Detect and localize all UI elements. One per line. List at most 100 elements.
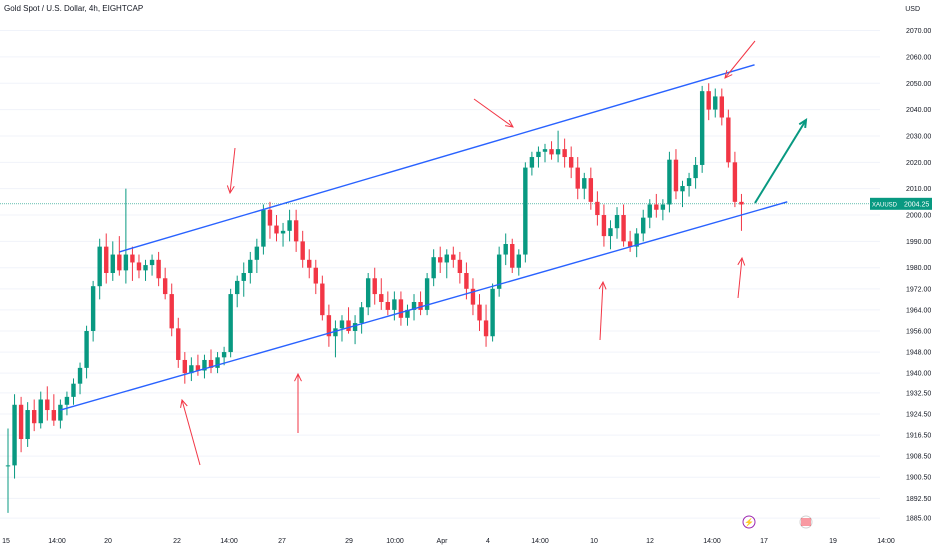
us-flag-icon[interactable]	[799, 515, 813, 529]
candle-body	[621, 215, 626, 242]
time-tick-label: 17	[760, 538, 768, 545]
candle-body	[438, 257, 443, 263]
candle-body	[12, 404, 17, 466]
candle-body	[71, 383, 76, 397]
candle-body	[45, 399, 50, 411]
time-tick-label: 19	[829, 538, 837, 545]
candle-body	[706, 91, 711, 110]
candle-body	[510, 244, 515, 268]
candle-body	[195, 365, 201, 371]
candle-body	[162, 278, 168, 295]
time-tick-label: 22	[173, 538, 181, 545]
candle-body	[385, 301, 391, 310]
candle-body	[136, 262, 142, 271]
up-arrow-3[interactable]	[599, 281, 604, 341]
channel-line-upper[interactable]	[119, 64, 755, 253]
price-tick-label: 2020.00	[906, 160, 931, 167]
candle-body	[392, 299, 397, 310]
candle-body	[104, 246, 109, 273]
down-arrow-1[interactable]	[229, 147, 236, 194]
down-arrow-3-head	[724, 70, 733, 79]
channel-line-lower[interactable]	[60, 201, 788, 411]
candle-body	[614, 215, 620, 229]
candle-body	[477, 304, 482, 321]
time-tick-label: 12	[646, 538, 654, 545]
price-tick-label: 1885.00	[906, 516, 931, 523]
candle-body	[300, 241, 305, 260]
candle-body	[333, 328, 338, 337]
price-tick-label: 1908.50	[906, 454, 931, 461]
time-tick-label: Apr	[437, 538, 449, 545]
up-arrow-2-head	[294, 372, 302, 382]
price-tick-label: 2060.00	[906, 54, 931, 61]
time-axis: 15 14:00 20 22 14:00 27 29 10:00 Apr 4 14:00 10 12 14…	[2, 515, 895, 545]
candle-body	[588, 178, 594, 202]
candle-body	[287, 220, 292, 231]
time-tick-label: 10:00	[386, 538, 404, 545]
candle-body	[176, 328, 181, 360]
candle-body	[346, 320, 351, 331]
candle-body	[202, 359, 207, 371]
candle-body	[221, 352, 227, 358]
candle-body	[575, 167, 580, 189]
candle-body	[464, 273, 469, 289]
price-tick-label: 1956.00	[906, 328, 931, 335]
candle-body	[451, 254, 456, 260]
candle-body	[411, 301, 417, 310]
candles	[5, 83, 744, 513]
candle-body	[189, 365, 194, 374]
candle-body	[732, 162, 738, 202]
lightning-icon[interactable]	[742, 515, 756, 529]
price-tick-label: 1924.50	[906, 411, 931, 418]
price-tick-label: 1892.50	[906, 496, 931, 503]
price-tick-label: 1932.50	[906, 390, 931, 397]
candle-body	[654, 204, 659, 210]
candle-body	[359, 307, 364, 324]
candle-body	[64, 396, 70, 405]
candle-body	[326, 315, 332, 337]
candle-body	[542, 149, 548, 152]
time-tick-label: 14:00	[48, 538, 66, 545]
candle-body	[110, 254, 115, 273]
symbol-label: XAUUSD	[872, 202, 898, 208]
candle-body	[169, 294, 174, 329]
candle-body	[568, 157, 574, 168]
chart-title: Gold Spot / U.S. Dollar, 4h, EIGHTCAP	[4, 4, 144, 13]
candle-body	[424, 278, 430, 310]
down-arrow-2[interactable]	[473, 98, 514, 128]
candle-body	[143, 265, 148, 271]
candle-body	[405, 309, 410, 318]
candle-body	[352, 323, 358, 331]
price-tick-label: 1900.50	[906, 475, 931, 482]
candle-body	[117, 254, 122, 271]
price-tick-label: 1964.00	[906, 307, 931, 314]
candle-body	[339, 320, 345, 329]
down-arrow-3[interactable]	[724, 40, 756, 79]
candle-body	[365, 278, 371, 308]
time-tick-label: 29	[345, 538, 353, 545]
time-tick-label: 4	[486, 538, 490, 545]
annotation-arrows	[180, 40, 808, 466]
candle-body	[379, 294, 384, 302]
candle-body	[719, 96, 725, 118]
price-badge	[870, 197, 932, 210]
up-arrow-4[interactable]	[737, 257, 743, 299]
target-arrow[interactable]	[754, 119, 807, 204]
time-tick-label: 10	[590, 538, 598, 545]
candle-body	[562, 149, 567, 158]
candle-body	[215, 357, 220, 368]
candle-body	[470, 288, 476, 305]
trend-channel	[60, 64, 788, 411]
candle-body	[38, 399, 43, 424]
candle-body	[641, 217, 646, 234]
candle-body	[241, 273, 246, 281]
candle-body	[398, 299, 404, 318]
candle-body	[274, 225, 279, 234]
target-arrow-head	[798, 118, 808, 129]
up-arrow-1[interactable]	[181, 399, 201, 466]
candle-body	[582, 178, 587, 189]
down-arrow-2-head	[505, 119, 514, 128]
candle-body	[97, 246, 102, 287]
price-tick-label: 1990.00	[906, 239, 931, 246]
